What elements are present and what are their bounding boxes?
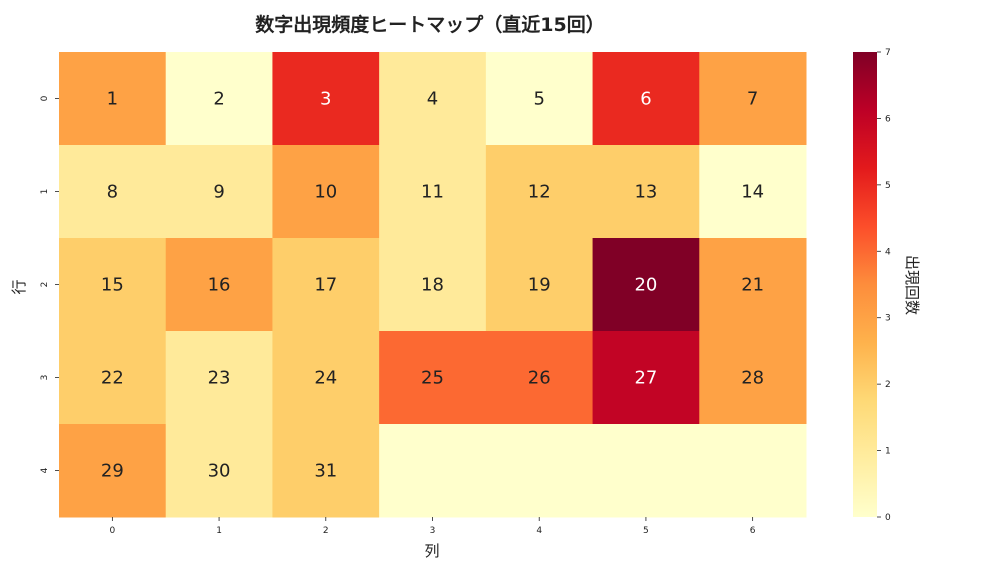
- cell-number-label: 16: [208, 275, 231, 296]
- cell-number-label: 18: [421, 275, 444, 296]
- heatmap-cell: [272, 331, 380, 425]
- heatmap-cell: [699, 424, 807, 518]
- cell-number-label: 26: [528, 368, 551, 389]
- cell-number-label: 7: [747, 89, 758, 110]
- x-tick-label: 6: [750, 526, 756, 536]
- x-tick-label: 1: [216, 526, 222, 536]
- heatmap-cell: [59, 424, 167, 518]
- cell-number-label: 28: [741, 368, 764, 389]
- heatmap-cell: [272, 52, 380, 146]
- colorbar-tick-label: 7: [885, 48, 891, 58]
- heatmap-cell: [485, 424, 594, 518]
- cell-number-label: 2: [213, 89, 224, 110]
- colorbar-tick-label: 4: [885, 247, 891, 257]
- heatmap-cell: [485, 52, 594, 146]
- cell-number-label: 24: [314, 368, 337, 389]
- y-tick-label: 3: [40, 375, 50, 381]
- cell-number-label: 29: [101, 461, 124, 482]
- cell-number-label: 5: [533, 89, 544, 110]
- x-tick-label: 4: [536, 526, 542, 536]
- heatmap-cell: [59, 331, 167, 425]
- cell-number-label: 11: [421, 182, 444, 203]
- y-axis-label: 行: [10, 279, 28, 294]
- colorbar-tick-label: 1: [885, 447, 891, 457]
- colorbar-tick-label: 3: [885, 314, 891, 324]
- colorbar-tick-label: 6: [885, 114, 891, 124]
- heatmap-cell: [379, 145, 487, 239]
- cell-number-label: 21: [741, 275, 764, 296]
- heatmap-cell: [592, 331, 700, 425]
- heatmap-cell: [165, 424, 273, 518]
- heatmap-cell: [699, 145, 807, 239]
- heatmap-cell: [379, 238, 487, 332]
- cell-number-label: 19: [528, 275, 551, 296]
- y-tick-label: 4: [40, 467, 50, 473]
- heatmap-cell: [59, 145, 167, 239]
- heatmap-cell: [485, 145, 594, 239]
- cell-number-label: 9: [213, 182, 224, 203]
- cell-number-label: 17: [314, 275, 337, 296]
- cell-number-label: 1: [107, 89, 118, 110]
- heatmap-cell: [699, 331, 807, 425]
- heatmap-cell: [59, 238, 167, 332]
- x-tick-label: 5: [643, 526, 649, 536]
- heatmap-cell: [272, 238, 380, 332]
- cell-number-label: 12: [528, 182, 551, 203]
- heatmap-cell: [165, 145, 273, 239]
- cell-number-label: 14: [741, 182, 764, 203]
- cell-number-label: 30: [208, 461, 231, 482]
- cell-number-label: 27: [634, 368, 657, 389]
- y-tick-label: 2: [40, 282, 50, 288]
- heatmap-cell: [485, 238, 594, 332]
- cell-number-label: 13: [634, 182, 657, 203]
- heatmap-cell: [59, 52, 167, 146]
- x-tick-label: 0: [109, 526, 115, 536]
- heatmap-cell: [379, 331, 487, 425]
- cell-number-label: 6: [640, 89, 651, 110]
- colorbar-label: 出現回数: [903, 255, 921, 315]
- cell-number-label: 25: [421, 368, 444, 389]
- x-tick-label: 3: [430, 526, 436, 536]
- colorbar-tick-label: 5: [885, 181, 891, 191]
- cell-number-label: 3: [320, 89, 331, 110]
- cell-number-label: 15: [101, 275, 124, 296]
- cell-number-label: 4: [427, 89, 438, 110]
- x-tick-label: 2: [323, 526, 329, 536]
- heatmap-cell: [592, 145, 700, 239]
- cell-number-label: 10: [314, 182, 337, 203]
- heatmap-cell: [485, 331, 594, 425]
- heatmap-cell: [272, 145, 380, 239]
- heatmap-cell: [379, 424, 487, 518]
- heatmap-cell: [165, 52, 273, 146]
- y-tick-label: 1: [40, 189, 50, 195]
- cell-number-label: 23: [208, 368, 231, 389]
- heatmap-cell: [592, 424, 700, 518]
- y-axis-ticks: 0 1 2 3 4: [40, 95, 59, 473]
- x-axis-ticks: 0 1 2 3 4 5 6: [109, 517, 756, 536]
- colorbar-tick-label: 0: [885, 513, 891, 523]
- heatmap-cell: [165, 331, 273, 425]
- heatmap-cell: [592, 52, 700, 146]
- colorbar-ticks: 0 1 2 3 4 5 6 7: [877, 48, 891, 523]
- x-axis-label: 列: [424, 542, 439, 560]
- cell-number-label: 31: [314, 461, 337, 482]
- heatmap-cell: [699, 52, 807, 146]
- cell-number-label: 8: [107, 182, 118, 203]
- colorbar: [853, 52, 877, 517]
- cell-number-label: 22: [101, 368, 124, 389]
- cell-number-label: 20: [634, 275, 657, 296]
- heatmap-cell: [379, 52, 487, 146]
- heatmap-cell: [165, 238, 273, 332]
- heatmap-cell: [272, 424, 380, 518]
- y-tick-label: 0: [40, 95, 50, 101]
- heatmap-cell: [592, 238, 700, 332]
- heatmap-cell: [699, 238, 807, 332]
- chart-title: 数字出現頻度ヒートマップ（直近15回）: [255, 13, 604, 36]
- colorbar-tick-label: 2: [885, 380, 891, 390]
